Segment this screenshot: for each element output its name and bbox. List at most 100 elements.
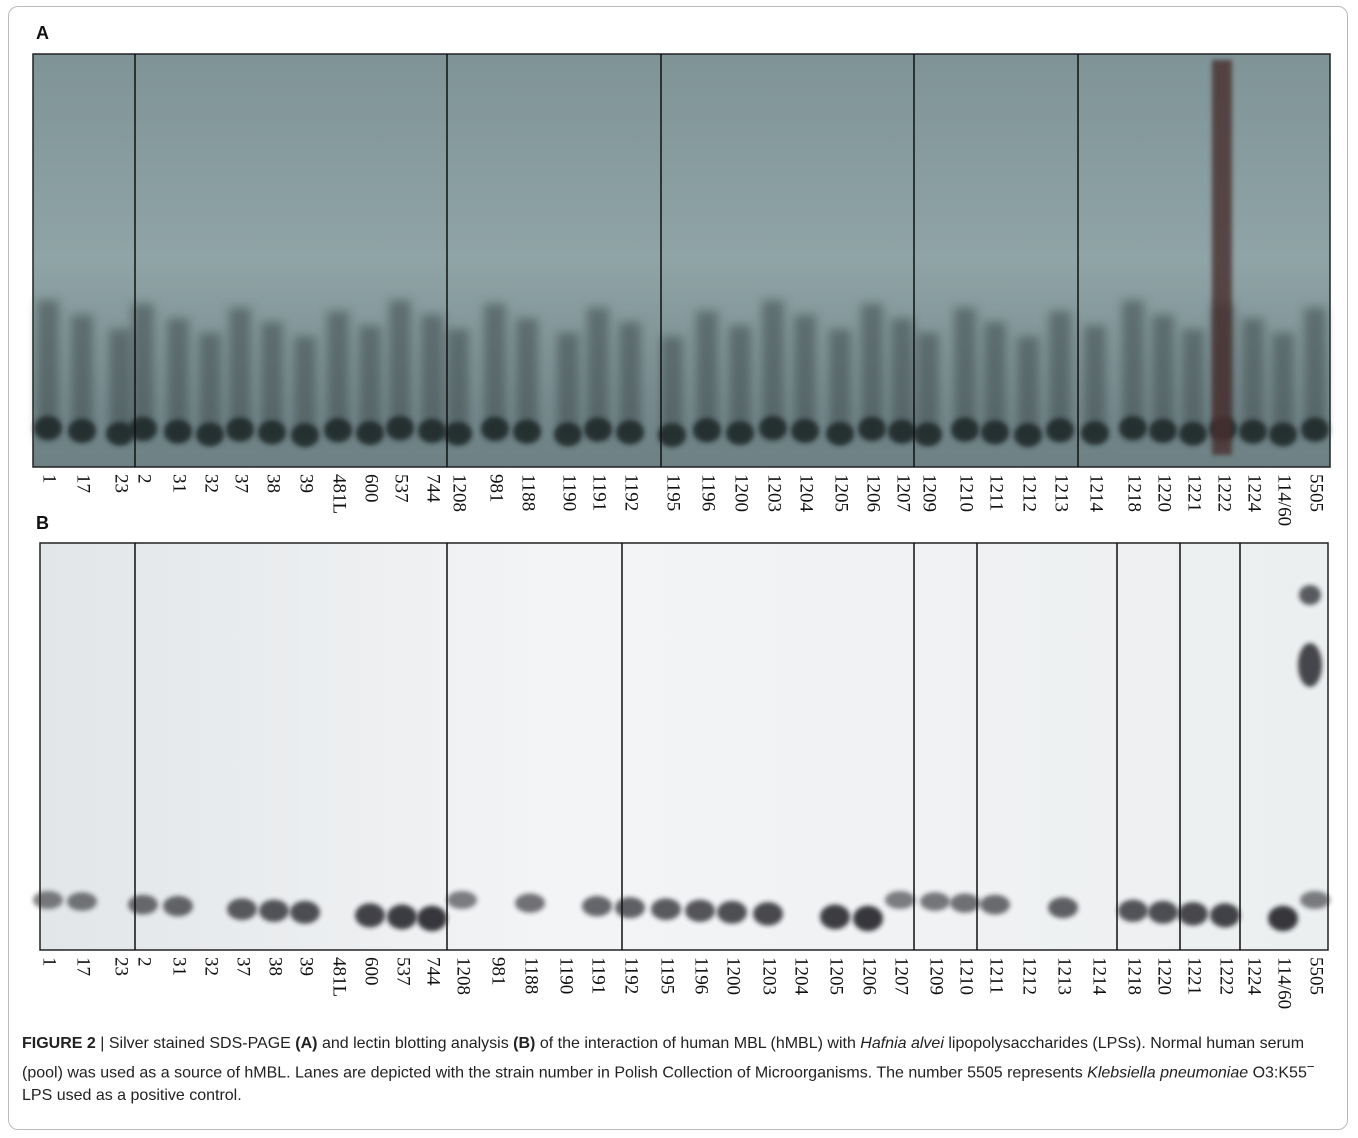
caption-text: of the interaction of human MBL (hMBL) w… [535,1035,861,1052]
lane-smear [587,307,609,440]
lane-label: 600 [361,957,382,986]
lane-band [616,420,644,445]
lane-label: 1221 [1184,474,1205,512]
lane-band [1300,891,1330,909]
lane-label: 1190 [559,474,580,511]
caption-text: and lectin blotting analysis [317,1035,514,1052]
lane-label: 1 [39,957,60,967]
lane-label: 1209 [926,957,947,995]
lane-label: 1222 [1214,474,1235,512]
lane-band [1239,419,1267,444]
lane-band [259,899,289,922]
lane-label: 1220 [1154,474,1175,512]
lane-band [951,417,979,442]
lane-label: 1221 [1184,957,1205,995]
lane-label: 23 [111,957,132,976]
lane-label: 31 [169,474,190,493]
lane-label: 1211 [986,957,1007,994]
lane-label: 31 [169,957,190,976]
lane-smear [71,314,93,440]
lane-band [1269,422,1297,447]
lane-band [554,422,582,447]
lane-smear [557,332,579,440]
lane-label: 1214 [1086,474,1107,513]
lane-label: 1207 [893,474,914,512]
lane-band [324,418,352,443]
lane-band [106,421,134,446]
lane-label: 32 [201,957,222,976]
lane-label: 1212 [1019,474,1040,512]
lane-label: 5505 [1306,957,1327,995]
lane-band [759,416,787,440]
lane-smear [861,303,883,440]
figure: A B 1 17 23 2 31 32 37 38 39 481L 600 537 744 1208 981… [32,23,1331,1009]
lane-band [387,904,417,930]
lane-smear [1304,307,1326,440]
lane-band [1046,418,1074,443]
lane-smear [762,300,784,440]
lane-label: 1203 [759,957,780,995]
lane-label: 32 [201,474,222,493]
gel-b-bands [33,585,1330,932]
lane-band [584,417,612,442]
lane-label: 17 [73,957,94,976]
lane-label: 114/60 [1274,957,1295,1009]
lane-band [386,416,414,440]
lane-smear [1017,336,1039,440]
lane-band [67,892,97,911]
figure-frame [8,6,1348,1130]
lane-band [885,891,915,909]
lane-label: 1206 [859,957,880,995]
lane-label: 37 [231,474,252,493]
caption-species: Hafnia alvei [860,1035,944,1052]
lane-band [693,418,721,443]
lane-band [226,417,254,442]
lane-label: 744 [423,474,444,503]
lane-smear [1152,314,1174,440]
caption-text: LPS used as a positive control. [22,1087,242,1105]
lane-smear [261,321,283,440]
lane-band [858,416,886,441]
lane-band [853,905,883,932]
lane-smear [167,318,189,440]
lane-smear [132,303,154,440]
lane-label: 981 [486,474,507,503]
lane-label: 1196 [698,474,719,511]
caption-text: | Silver stained SDS-PAGE [95,1035,296,1052]
lane-band [128,894,158,915]
lane-label: 1192 [621,957,642,994]
lane-smear [1122,300,1144,440]
lane-band [1081,421,1109,446]
lane-band [1178,902,1208,926]
gel-a-dividers [134,54,1079,467]
lane-band [163,895,193,917]
caption-text: O3:K55 [1248,1064,1307,1082]
lane-band [1298,643,1322,687]
lane-band [791,418,819,443]
lane-label: 1190 [556,957,577,994]
lane-band [826,421,854,446]
lane-label: 38 [265,957,286,976]
lane-label: 2 [134,474,155,484]
lane-label: 1206 [863,474,884,512]
lane-smear [1182,329,1204,440]
lane-label: 1195 [657,957,678,994]
caption-superscript: − [1306,1059,1315,1074]
lane-label: 1 [39,474,60,484]
lane-band [1149,418,1177,443]
lane-label: 38 [263,474,284,493]
lane-band [1119,416,1147,440]
lane-label: 1224 [1244,957,1265,996]
caption-species: Klebsiella pneumoniae [1087,1064,1249,1082]
caption-panel-ref: (A) [295,1035,318,1052]
lane-band [1148,900,1178,924]
lane-band [753,902,783,926]
lane-smear [1242,318,1264,440]
lane-labels-b: 1 17 23 2 31 32 37 38 39 481L 600 537 744 1208 981 1188… [39,957,1327,1009]
lane-band [129,416,157,441]
lane-label: 1204 [796,474,817,513]
gel-b-dividers [134,543,1241,950]
lane-label: 1208 [449,474,470,512]
lane-band [418,418,446,443]
lane-label: 114/60 [1274,474,1295,526]
